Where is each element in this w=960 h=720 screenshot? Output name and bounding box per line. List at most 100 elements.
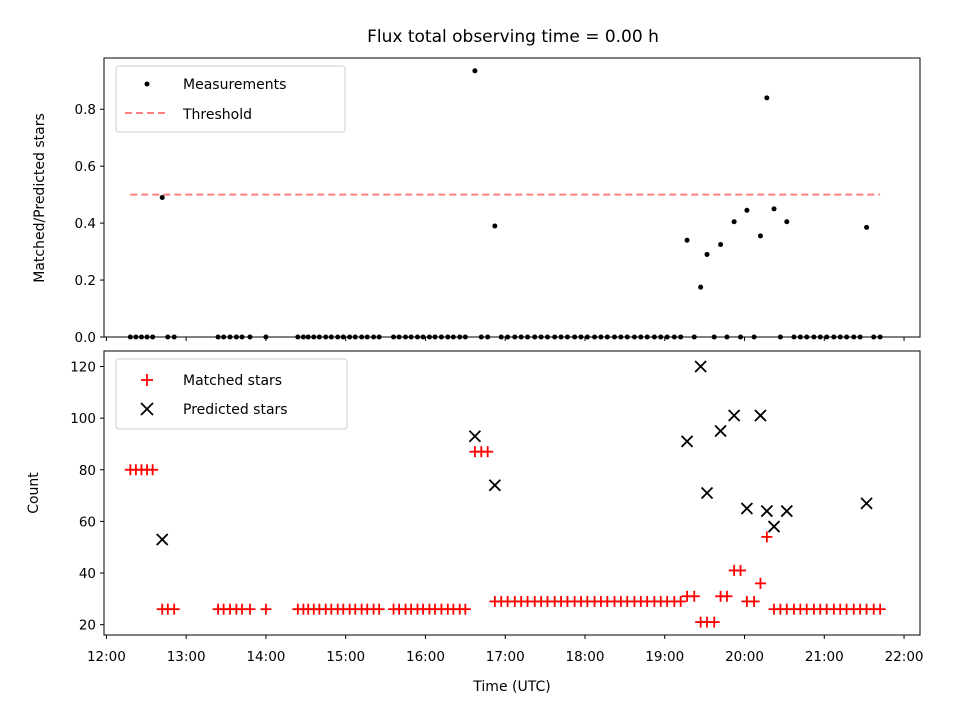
top-legend-box: [115, 65, 346, 133]
matched-point: [260, 603, 272, 615]
measurement-point: [564, 334, 570, 340]
predicted-point: [680, 435, 694, 448]
measurement-point: [347, 334, 353, 340]
measurement-point: [247, 334, 253, 340]
measurement-point: [478, 334, 484, 340]
measurement-point: [492, 223, 498, 229]
measurement-point: [678, 334, 684, 340]
measurement-point: [498, 334, 504, 340]
measurement-point: [438, 334, 444, 340]
measurement-point: [518, 334, 524, 340]
measurement-point: [851, 334, 857, 340]
measurement-point: [485, 334, 491, 340]
predicted-point: [728, 409, 741, 422]
top-y-tick-label: 0.2: [75, 273, 96, 289]
measurement-point: [611, 334, 617, 340]
top-y-tick-label: 0.0: [75, 330, 96, 346]
measurement-point: [420, 334, 426, 340]
measurement-point: [784, 219, 790, 225]
measurement-point: [831, 334, 837, 340]
measurement-point: [239, 334, 245, 340]
matched-point: [754, 577, 766, 589]
top-y-axis: 0.0 0.2 0.4 0.6 0.8: [75, 102, 104, 346]
bottom-x-tick-label: 21:00: [805, 649, 844, 665]
measurement-point: [340, 334, 346, 340]
measurement-point: [159, 195, 165, 200]
measurement-point: [857, 334, 863, 340]
measurement-point: [462, 334, 468, 340]
bottom-x-tick-label: 17:00: [486, 649, 525, 665]
predicted-point: [767, 520, 781, 533]
measurement-point: [138, 334, 144, 340]
measurement-point: [738, 334, 744, 340]
measurement-point: [644, 334, 650, 340]
measurement-point: [552, 334, 558, 340]
matched-point: [874, 603, 886, 615]
measurement-point: [658, 334, 664, 340]
measurement-point: [359, 334, 365, 340]
measurement-point: [472, 68, 478, 74]
measurement-point: [403, 334, 409, 340]
measurement-point: [844, 334, 850, 340]
measurement-point: [323, 334, 329, 340]
legend-measurements-label: Measurements: [183, 77, 286, 93]
measurement-point: [305, 334, 311, 340]
measurement-point: [450, 334, 456, 340]
predicted-point: [860, 497, 873, 510]
measurement-point: [512, 334, 518, 340]
top-panel: 0.00.20.40.60.8 Matched/Predicted stars …: [32, 57, 921, 346]
measurement-point: [691, 334, 697, 340]
bottom-y-axis: 20 40 60 80 100 120: [70, 359, 104, 634]
measurement-point: [215, 334, 221, 340]
measurement-point: [711, 334, 717, 340]
measurement-point: [352, 334, 358, 340]
measurement-point: [295, 334, 301, 340]
measurement-point: [791, 334, 797, 340]
measurement-point: [624, 334, 630, 340]
matched-point: [147, 464, 159, 476]
measurement-point: [371, 334, 377, 340]
measurement-point: [311, 334, 317, 340]
measurement-point: [731, 219, 737, 225]
measurement-point: [757, 233, 763, 239]
bottom-x-tick-label: 13:00: [167, 649, 206, 665]
measurement-point: [744, 207, 750, 213]
matched-point: [168, 603, 180, 615]
measurement-point: [704, 251, 710, 257]
measurement-point: [171, 334, 177, 340]
bottom-y-tick-label: 40: [79, 566, 96, 582]
legend-matched-label: Matched stars: [183, 373, 282, 389]
bottom-y-axis-title: Count: [26, 472, 42, 514]
measurement-point: [300, 334, 306, 340]
measurement-point: [764, 95, 770, 101]
bottom-y-tick-label: 80: [79, 463, 96, 479]
measurement-point: [578, 334, 584, 340]
measurement-point: [144, 334, 150, 340]
bottom-x-tick-label: 20:00: [725, 649, 764, 665]
measurement-point: [864, 224, 870, 230]
bottom-x-axis-title: Time (UTC): [472, 679, 550, 695]
legend-threshold-label: Threshold: [182, 107, 252, 123]
matched-point: [688, 590, 700, 602]
measurement-point: [233, 334, 239, 340]
matched-point: [459, 603, 471, 615]
matched-point: [748, 595, 760, 607]
measurement-point: [651, 334, 657, 340]
matched-point: [708, 616, 720, 628]
bottom-y-tick-label: 120: [70, 359, 96, 375]
measurement-point: [638, 334, 644, 340]
measurement-point: [804, 334, 810, 340]
bottom-x-tick-label: 18:00: [566, 649, 605, 665]
matched-point: [482, 446, 494, 458]
predicted-point: [754, 409, 767, 422]
measurement-point: [811, 334, 817, 340]
matched-point: [735, 564, 747, 576]
measurement-point: [457, 334, 463, 340]
measurement-point: [133, 334, 139, 340]
measurement-point: [698, 284, 704, 290]
bottom-y-tick-label: 100: [70, 411, 96, 427]
measurement-point: [505, 334, 511, 340]
measurement-point: [432, 334, 438, 340]
measurement-point: [877, 334, 883, 340]
